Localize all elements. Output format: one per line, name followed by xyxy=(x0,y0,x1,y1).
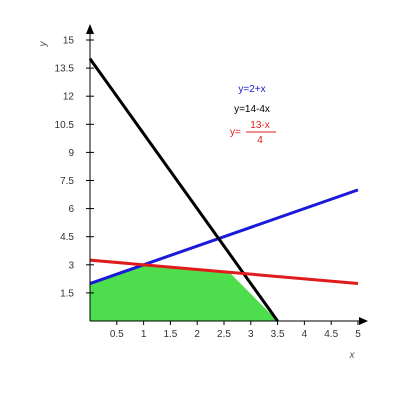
legend-entry-1: y=2+x xyxy=(238,84,265,95)
y-axis-label: y xyxy=(38,41,49,48)
y-tick-label: 12 xyxy=(63,92,75,103)
x-tick-label: 1 xyxy=(141,329,147,340)
y-tick-label: 13.5 xyxy=(55,64,75,75)
x-tick-label: 4 xyxy=(302,329,308,340)
legend-entry-3-denominator: 4 xyxy=(257,135,263,146)
y-tick-label: 4.5 xyxy=(60,232,74,243)
x-tick-label: 4.5 xyxy=(324,329,338,340)
series-line-3 xyxy=(89,258,359,286)
feasible-region xyxy=(90,264,278,321)
lines-layer xyxy=(88,57,359,322)
legend: y=2+x y=14-4x y= 13-x 4 xyxy=(230,84,276,146)
x-tick-label: 2 xyxy=(194,329,200,340)
y-tick-label: 9 xyxy=(68,148,74,159)
x-tick-label: 2.5 xyxy=(217,329,231,340)
legend-entry-2: y=14-4x xyxy=(234,104,270,115)
axes-layer: 0.5 1 1.5 2 2.5 3 3.5 4 4.5 5 1.5 3 4.5 6 7.5 9 10.5 12 13… xyxy=(55,24,368,340)
series-line-2 xyxy=(88,57,279,322)
y-tick-label: 15 xyxy=(63,36,75,47)
x-tick-label: 3.5 xyxy=(271,329,285,340)
y-tick-label: 6 xyxy=(68,204,74,215)
y-tick-label: 7.5 xyxy=(60,176,74,187)
y-tick-label: 3 xyxy=(68,260,74,271)
y-tick-label: 10.5 xyxy=(55,120,75,131)
x-axis-label: x xyxy=(349,350,356,361)
x-tick-label: 5 xyxy=(355,329,361,340)
x-axis-arrow xyxy=(359,317,368,325)
legend-entry-3-numerator: 13-x xyxy=(250,120,269,131)
x-tick-label: 0.5 xyxy=(110,329,124,340)
x-tick-label: 1.5 xyxy=(163,329,177,340)
legend-entry-3-prefix: y= xyxy=(230,127,241,138)
series-line-1 xyxy=(89,188,359,285)
y-tick-label: 1.5 xyxy=(60,288,74,299)
x-tick-label: 3 xyxy=(248,329,254,340)
region-layer xyxy=(90,264,278,321)
y-axis-arrow xyxy=(86,24,94,34)
